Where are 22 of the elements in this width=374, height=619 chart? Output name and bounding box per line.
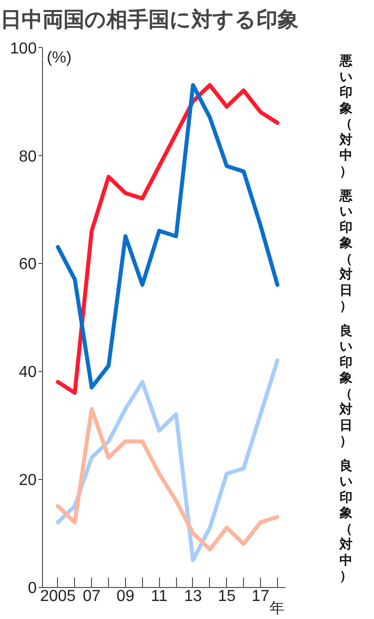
x-axis-title: 年 <box>270 599 285 618</box>
y-tick-label: 100 <box>10 40 37 58</box>
x-tick-label: 2005 <box>40 588 76 606</box>
x-tick-label: 11 <box>150 588 168 606</box>
line-series <box>56 406 280 552</box>
x-tick-label: 13 <box>184 588 202 606</box>
y-tick-label: 0 <box>28 580 37 598</box>
text: 良い印象（対中） <box>338 458 352 584</box>
y-tick-label: 80 <box>18 148 37 166</box>
y-tick-label: 60 <box>18 256 37 274</box>
text: 悪い印象（対日） <box>338 189 354 314</box>
y-tick-label: 20 <box>18 472 37 490</box>
x-tick-label: 17 <box>252 588 270 606</box>
text: 良い印象（対日） <box>338 322 352 450</box>
text: 悪い印象（対中） <box>338 54 354 180</box>
y-axis-title: (%) <box>46 49 72 66</box>
chart-title: 日中両国の相手国に対する印象 <box>0 8 298 32</box>
y-tick-label: 40 <box>18 364 37 382</box>
x-tick-label: 09 <box>116 588 134 606</box>
line-series <box>56 358 280 562</box>
x-tick-label: 07 <box>82 588 101 606</box>
x-tick-label: 15 <box>218 588 236 606</box>
